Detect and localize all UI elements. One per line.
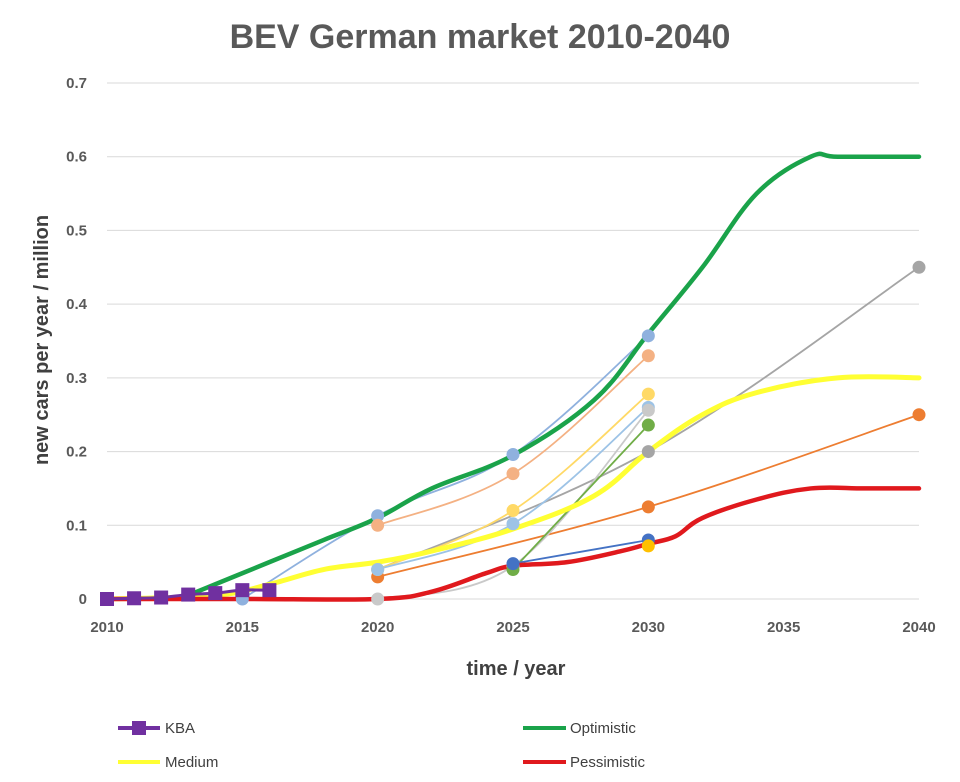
- x-tick-label: 2035: [767, 619, 800, 636]
- series-line-pessimistic: [104, 485, 922, 602]
- scenario-point: [641, 539, 655, 553]
- kba-points: [100, 583, 277, 606]
- scenario-point: [506, 448, 520, 462]
- scenario-point: [371, 518, 385, 532]
- legend-item-pessimistic: Pessimistic: [523, 754, 646, 771]
- scenario-lines: [241, 266, 920, 600]
- scenario-line-8: [512, 424, 649, 571]
- legend-label-medium: Medium: [165, 754, 218, 771]
- kba-marker: [100, 592, 114, 606]
- y-tick-label: 0.4: [66, 296, 88, 313]
- scenario-line-2: [377, 355, 649, 527]
- scenario-point: [506, 557, 520, 571]
- x-tick-label: 2010: [90, 619, 123, 636]
- y-tick-label: 0.6: [66, 149, 87, 166]
- y-tick-label: 0: [79, 591, 87, 608]
- kba-marker: [181, 587, 196, 602]
- x-axis-label: time / year: [467, 658, 566, 680]
- scenario-point: [506, 504, 520, 518]
- y-tick-label: 0.7: [66, 75, 87, 92]
- scenario-point: [506, 517, 520, 531]
- legend-label-pessimistic: Pessimistic: [570, 754, 646, 771]
- scenario-point: [371, 509, 385, 523]
- y-tick-label: 0.3: [66, 370, 87, 387]
- scenario-point: [912, 408, 926, 422]
- kba-marker: [262, 583, 277, 598]
- scenario-line-9: [512, 539, 649, 565]
- scenario-point: [641, 403, 655, 417]
- chart-title: BEV German market 2010-2040: [230, 18, 731, 56]
- scenario-point: [641, 445, 655, 459]
- x-tick-label: 2015: [226, 619, 259, 636]
- main-series-lines: [104, 151, 922, 602]
- legend-label-optimistic: Optimistic: [570, 720, 636, 737]
- kba-marker: [235, 583, 250, 598]
- series-line-optimistic: [185, 151, 922, 598]
- kba-marker: [127, 591, 142, 606]
- x-tick-label: 2040: [902, 619, 935, 636]
- x-tick-label: 2020: [361, 619, 394, 636]
- scenario-point: [912, 260, 926, 274]
- legend-marker-kba: [132, 721, 146, 735]
- y-tick-label: 0.1: [66, 517, 87, 534]
- legend-item-medium: Medium: [118, 754, 218, 771]
- x-axis-ticks: 2010 2015 2020 2025 2030 2035 2040: [90, 619, 935, 636]
- scenario-line-4: [377, 413, 920, 578]
- y-axis-label: new cars per year / million: [31, 215, 53, 465]
- scenario-point: [641, 349, 655, 363]
- scenario-line-1: [241, 335, 649, 600]
- kba-marker: [208, 586, 223, 601]
- scenario-point: [641, 418, 655, 432]
- scenario-point: [371, 592, 385, 606]
- x-tick-label: 2025: [496, 619, 529, 636]
- legend-label-kba: KBA: [165, 720, 195, 737]
- legend-item-optimistic: Optimistic: [523, 720, 636, 737]
- scenario-point: [641, 387, 655, 401]
- legend-item-kba: KBA: [118, 720, 195, 737]
- scenario-points: [235, 260, 926, 606]
- x-tick-label: 2030: [632, 619, 665, 636]
- kba-marker: [154, 590, 169, 605]
- scenario-point: [371, 563, 385, 577]
- y-axis-ticks: 0 0.1 0.2 0.3 0.4 0.5 0.6 0.7: [66, 75, 88, 608]
- legend: KBA Optimistic Medium Pessimistic: [118, 720, 646, 771]
- scenario-point: [641, 500, 655, 514]
- scenario-line-3: [377, 266, 920, 571]
- scenario-point: [506, 467, 520, 481]
- scenario-point: [641, 329, 655, 343]
- y-tick-label: 0.2: [66, 444, 87, 461]
- y-tick-label: 0.5: [66, 222, 87, 239]
